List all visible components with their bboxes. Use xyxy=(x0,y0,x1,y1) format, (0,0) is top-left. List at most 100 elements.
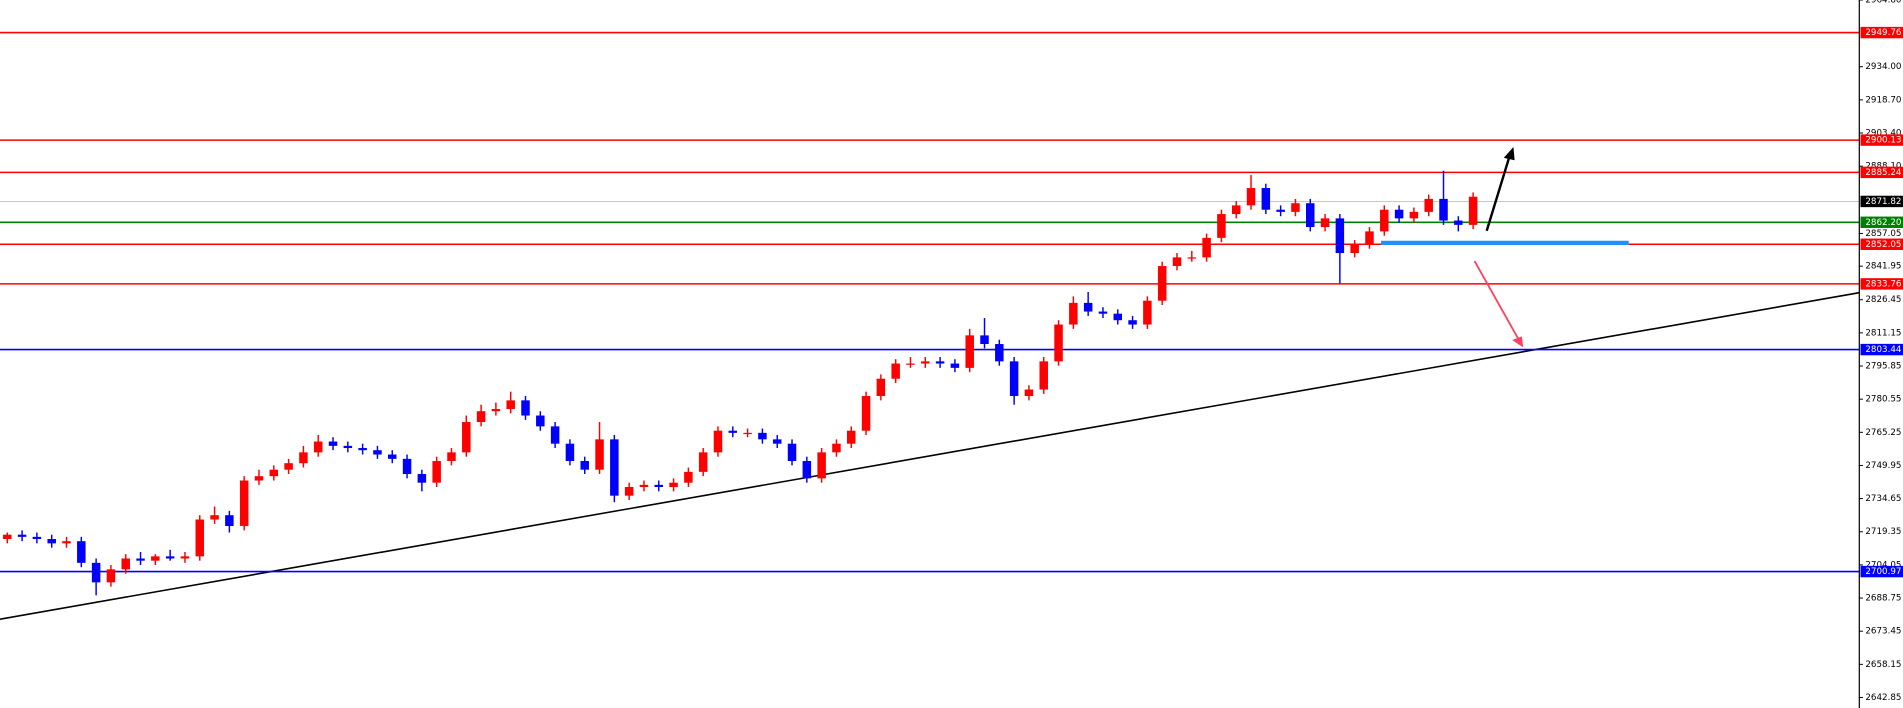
candle-body xyxy=(358,448,367,451)
y-tick-label: 2934.00 xyxy=(1865,62,1901,72)
level-label-box xyxy=(1860,216,1903,228)
y-tick-label: 2918.70 xyxy=(1865,95,1901,105)
candle-body xyxy=(965,335,974,368)
candle-body xyxy=(1128,320,1137,325)
level-label: 2700.97 xyxy=(1865,567,1901,577)
candle-body xyxy=(802,461,812,479)
candle-body xyxy=(77,541,86,563)
candle-body xyxy=(225,515,234,527)
candle-body xyxy=(1409,211,1419,219)
candle-body xyxy=(832,443,841,453)
candle-body xyxy=(62,541,71,544)
y-tick-label: 2903.40 xyxy=(1865,129,1901,139)
trendline xyxy=(0,291,1860,620)
y-tick-label: 2734.65 xyxy=(1865,494,1901,504)
level-label: 2900.13 xyxy=(1865,136,1901,146)
candle-body xyxy=(1320,218,1330,228)
level-label-box xyxy=(1860,134,1903,146)
level-label-box xyxy=(1860,565,1903,578)
candle-body xyxy=(521,400,530,416)
candle-body xyxy=(1157,266,1167,301)
candle-body xyxy=(447,452,456,462)
level-label-box xyxy=(1860,238,1903,250)
candle-body xyxy=(476,411,486,423)
candle-body xyxy=(1291,203,1300,212)
candle-body xyxy=(1172,257,1182,267)
candle-body xyxy=(1335,218,1345,254)
candle-body xyxy=(1424,198,1433,212)
candle-body xyxy=(269,469,279,477)
candle-body xyxy=(1054,324,1063,362)
down-arrow xyxy=(1473,260,1520,340)
candle-body xyxy=(921,361,930,364)
level-label: 2803.44 xyxy=(1865,345,1902,355)
candle-body xyxy=(1187,257,1197,259)
candle-body xyxy=(239,480,249,527)
candle-body xyxy=(876,378,886,397)
candle-body xyxy=(1024,389,1034,397)
y-tick-label: 2964.80 xyxy=(1865,0,1901,6)
level-label-box xyxy=(1860,278,1903,290)
candle-body xyxy=(1394,209,1404,219)
candle-body xyxy=(1306,203,1315,228)
candle-body xyxy=(772,439,782,444)
candle-body xyxy=(891,363,900,379)
candle-body xyxy=(106,569,116,583)
candle-body xyxy=(1069,302,1078,325)
current-price-box xyxy=(1860,195,1903,208)
candle-body xyxy=(565,443,575,462)
candle-body xyxy=(165,556,175,559)
candle-body xyxy=(713,430,723,453)
up-arrow xyxy=(1485,155,1511,232)
axis-labels: 2964.802934.002918.702903.402888.102857.… xyxy=(1859,0,1903,703)
candle-body xyxy=(684,471,693,483)
candle-body xyxy=(1039,361,1048,390)
level-label: 2949.76 xyxy=(1865,28,1901,38)
y-tick-label: 2688.75 xyxy=(1865,594,1901,604)
candle-body xyxy=(1454,220,1463,225)
candle-body xyxy=(180,556,190,559)
candle-body xyxy=(299,452,308,464)
candle-body xyxy=(580,461,589,470)
candle-body xyxy=(1261,188,1271,210)
candle-body xyxy=(32,536,42,540)
level-label: 2852.05 xyxy=(1865,240,1901,250)
candle-body xyxy=(195,519,205,557)
candle-body xyxy=(210,515,219,520)
candle-body xyxy=(417,474,427,483)
candle-body xyxy=(610,439,619,496)
y-tick-label: 2673.45 xyxy=(1865,627,1901,637)
y-tick-label: 2826.45 xyxy=(1865,295,1901,305)
candle-body xyxy=(980,335,989,345)
y-tick-label: 2704.05 xyxy=(1865,560,1901,570)
candle-body xyxy=(432,461,441,483)
candle-body xyxy=(151,556,160,561)
y-tick-label: 2749.95 xyxy=(1865,461,1901,471)
level-label-box xyxy=(1860,343,1903,356)
candle-body xyxy=(861,396,871,431)
plot-area xyxy=(0,31,1860,620)
candle-body xyxy=(787,443,797,462)
candle-body xyxy=(17,534,27,537)
y-tick-label: 2765.25 xyxy=(1865,428,1901,438)
candle-body xyxy=(121,558,130,570)
candle-body xyxy=(1231,205,1241,215)
candle-body xyxy=(743,432,752,435)
candle-body xyxy=(1202,237,1211,258)
y-tick-label: 2811.15 xyxy=(1865,328,1901,338)
candle-body xyxy=(1246,188,1256,206)
candle-body xyxy=(1217,214,1226,238)
up-arrowhead xyxy=(1503,146,1515,161)
y-tick-label: 2719.35 xyxy=(1865,527,1901,537)
candle-body xyxy=(1009,361,1019,397)
level-label: 2862.20 xyxy=(1865,218,1901,228)
candle-body xyxy=(654,484,664,488)
candle-body xyxy=(728,430,738,433)
y-tick-label: 2658.15 xyxy=(1865,660,1901,670)
candle-body xyxy=(1468,196,1478,225)
level-label-box xyxy=(1860,26,1903,39)
down-arrowhead xyxy=(1512,336,1524,348)
